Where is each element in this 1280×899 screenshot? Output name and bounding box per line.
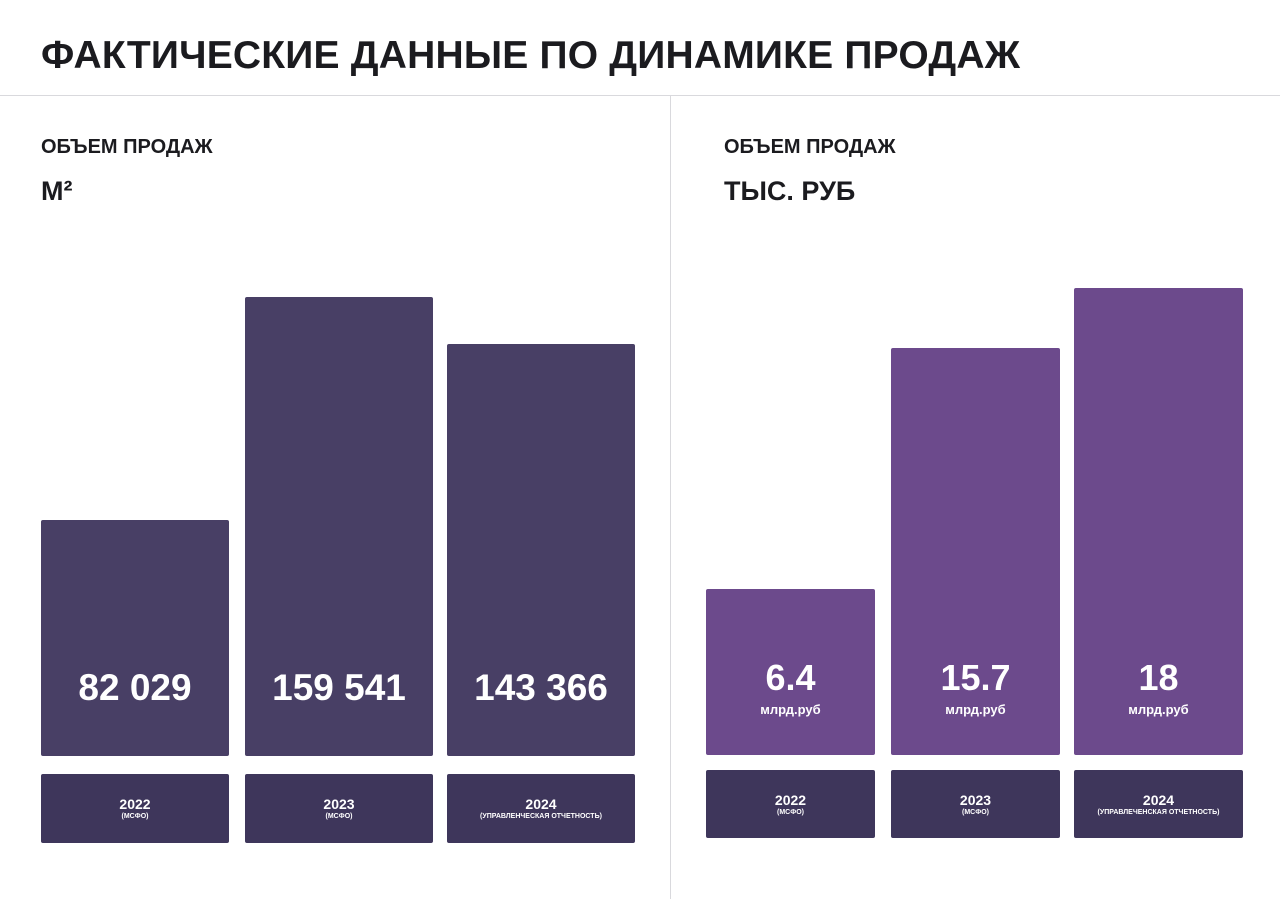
tick-note: (МСФО) [777, 808, 804, 816]
bar-2023: 159 541 [245, 297, 433, 756]
panel-divider [670, 96, 671, 899]
chart-panel-revenue: ОБЪЕМ ПРОДАЖ ТЫС. РУБ 6.4 млрд.руб 2022 (МС… [671, 96, 1280, 899]
bar-2022: 6.4 млрд.руб [706, 589, 875, 755]
bar-2023: 15.7 млрд.руб [891, 348, 1060, 755]
x-tick-label-2024: 2024 (УПРАВЛЕЧЕНСКАЯ ОТЧЕТНОСТЬ) [1074, 770, 1243, 838]
chart-title: ОБЪЕМ ПРОДАЖ [724, 136, 896, 158]
data-label: 82 029 [78, 667, 192, 708]
x-tick-label-2023: 2023 (МСФО) [245, 774, 433, 843]
data-label: 143 366 [474, 667, 608, 708]
page-title: ФАКТИЧЕСКИЕ ДАННЫЕ ПО ДИНАМИКЕ ПРОДАЖ [41, 34, 1021, 77]
bar-2022: 82 029 [41, 520, 229, 756]
header-divider [0, 95, 1280, 96]
chart-title: ОБЪЕМ ПРОДАЖ [41, 136, 213, 158]
data-label: 159 541 [272, 667, 406, 708]
bar-2024: 143 366 [447, 344, 635, 756]
data-label-unit: млрд.руб [760, 702, 821, 717]
tick-year: 2023 [323, 796, 355, 812]
data-label: 15.7 [940, 657, 1011, 698]
tick-note: (МСФО) [325, 813, 353, 820]
x-tick-label-2022: 2022 (МСФО) [41, 774, 229, 843]
tick-note: (УПРАВЛЕНЧЕСКАЯ ОТЧЕТНОСТЬ) [480, 813, 602, 820]
data-label-unit: млрд.руб [1128, 702, 1189, 717]
data-label: 6.4 [765, 657, 816, 698]
tick-year: 2022 [774, 791, 807, 808]
chart-unit: ТЫС. РУБ [724, 176, 856, 206]
tick-year: 2024 [1142, 791, 1175, 808]
tick-note: (МСФО) [121, 813, 149, 820]
x-tick-label-2024: 2024 (УПРАВЛЕНЧЕСКАЯ ОТЧЕТНОСТЬ) [447, 774, 635, 843]
data-label: 18 [1138, 657, 1179, 698]
tick-note: (УПРАВЛЕЧЕНСКАЯ ОТЧЕТНОСТЬ) [1097, 808, 1220, 816]
x-tick-label-2023: 2023 (МСФО) [891, 770, 1060, 838]
chart-panel-area: ОБЪЕМ ПРОДАЖ М² 82 029 2022 (МСФО) 159 541 2… [0, 96, 670, 899]
tick-note: (МСФО) [962, 808, 989, 816]
tick-year: 2023 [959, 791, 992, 808]
tick-year: 2022 [119, 796, 151, 812]
data-label-unit: млрд.руб [945, 702, 1006, 717]
tick-year: 2024 [525, 796, 557, 812]
bar-2024: 18 млрд.руб [1074, 288, 1243, 755]
x-tick-label-2022: 2022 (МСФО) [706, 770, 875, 838]
chart-unit: М² [41, 176, 73, 206]
